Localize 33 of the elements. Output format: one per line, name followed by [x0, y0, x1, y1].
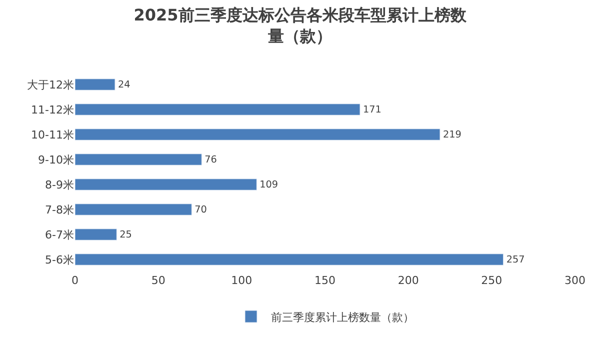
data-label: 76: [204, 154, 217, 166]
data-label: 25: [120, 230, 132, 241]
bar: [75, 204, 192, 216]
x-tick-label: 0: [72, 274, 78, 287]
bar: [75, 128, 440, 140]
x-tick-label: 200: [398, 274, 419, 287]
y-tick-label: 5-6米: [45, 253, 74, 266]
x-tick-label: 150: [314, 274, 336, 287]
y-tick-label: 大于12米: [27, 78, 74, 92]
data-label: 109: [260, 180, 278, 191]
data-label: 171: [363, 104, 382, 116]
bar: [75, 178, 257, 190]
y-tick-label: 6-7米: [45, 228, 74, 242]
y-tick-label: 8-9米: [45, 178, 74, 192]
y-tick-label: 10-11米: [31, 128, 74, 142]
chart-title: 2025前三季度达标公告各米段车型累计上榜数量（款）: [134, 6, 468, 46]
x-tick-label: 300: [564, 274, 586, 287]
bar: [75, 254, 504, 266]
y-tick-label: 11-12米: [31, 103, 74, 116]
y-tick-label: 9-10米: [38, 153, 74, 166]
data-label: 257: [506, 254, 525, 266]
bar: [75, 104, 360, 116]
bar: [75, 78, 116, 90]
bar: [75, 154, 202, 166]
x-tick-label: 100: [231, 274, 252, 287]
data-label: 24: [118, 80, 130, 91]
bar: [75, 228, 117, 240]
data-label: 219: [443, 130, 462, 141]
x-tick-label: 50: [151, 274, 166, 287]
x-tick-label: 250: [481, 274, 502, 287]
legend-label: 前三季度累计上榜数量（款）: [271, 310, 414, 324]
y-tick-label: 7-8米: [45, 203, 74, 216]
data-label: 70: [194, 204, 207, 216]
